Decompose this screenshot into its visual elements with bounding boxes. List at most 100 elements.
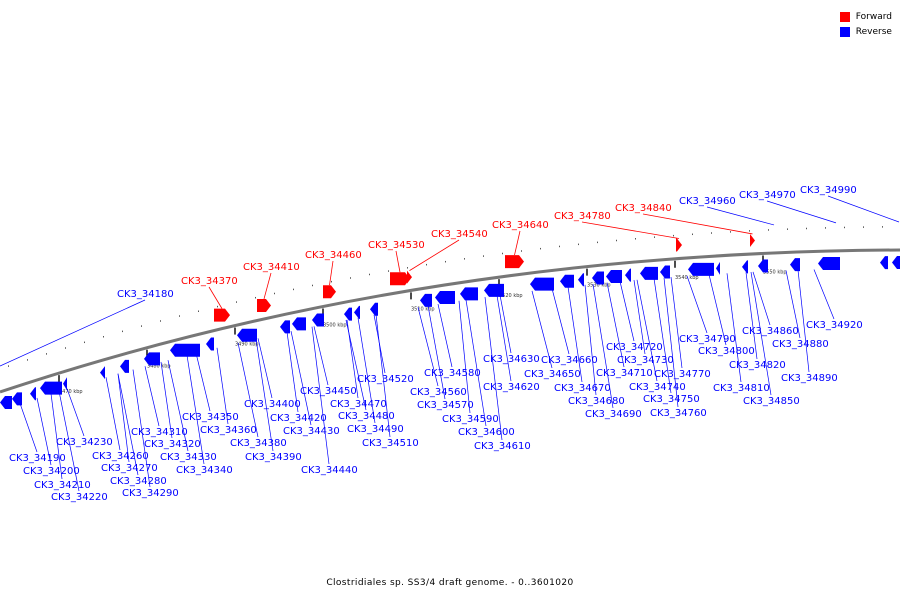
reverse-leader	[619, 281, 635, 342]
reverse-gene-label: CK3_34520	[357, 374, 414, 385]
reverse-gene	[560, 274, 574, 288]
reverse-gene-label: CK3_34720	[606, 342, 663, 353]
reverse-gene	[484, 283, 504, 297]
reverse-leader	[797, 269, 810, 373]
legend-reverse-label: Reverse	[855, 26, 892, 37]
reverse-gene-label: CK3_34380	[230, 438, 287, 449]
forward-gene-ck3-34640	[505, 255, 524, 269]
backbone-dot	[179, 315, 180, 317]
backbone-dot	[27, 359, 28, 361]
reverse-leader	[105, 377, 121, 451]
backbone-dot	[711, 232, 712, 234]
legend: Forward Reverse	[839, 9, 892, 39]
backbone-dot	[255, 296, 256, 299]
reverse-gene	[592, 271, 604, 285]
reverse-leader	[427, 305, 446, 400]
reverse-leader	[286, 331, 299, 413]
reverse-gene-label: CK3_34480	[338, 411, 395, 422]
forward-gene-label: CK3_34410	[243, 262, 300, 273]
reverse-leader	[290, 331, 312, 426]
reverse-gene	[716, 261, 720, 275]
forward-leader	[581, 221, 680, 239]
reverse-gene	[12, 392, 22, 406]
forward-gene-ck3-34840	[750, 233, 755, 247]
reverse-gene-label: CK3_34920	[806, 320, 863, 331]
reverse-gene-label: CK3_34630	[483, 354, 540, 365]
reverse-gene-label: CK3_34710	[596, 368, 653, 379]
reverse-gene-label: CK3_34560	[410, 387, 467, 398]
backbone-dot	[84, 341, 85, 344]
backbone-dot	[103, 336, 104, 338]
reverse-gene-label: CK3_34220	[51, 492, 108, 503]
reverse-gene	[892, 256, 900, 270]
backbone-dot	[578, 243, 579, 246]
backbone-dot	[863, 226, 864, 228]
reverse-gene-label: CK3_34340	[176, 465, 233, 476]
backbone-dot	[141, 325, 142, 327]
backbone-dot	[787, 228, 788, 230]
forward-gene-ck3-34410	[257, 298, 271, 312]
reverse-leader	[551, 288, 570, 355]
reverse-gene-label: CK3_34750	[643, 394, 700, 405]
reverse-gene-label: CK3_34660	[541, 355, 598, 366]
reverse-leader	[186, 355, 205, 465]
reverse-leader	[766, 200, 837, 224]
reverse-gene	[344, 307, 352, 321]
reverse-gene-label: CK3_34610	[474, 441, 531, 452]
backbone-dot	[293, 288, 294, 291]
reverse-gene-label: CK3_34390	[245, 452, 302, 463]
forward-gene-ck3-34460	[323, 285, 336, 299]
forward-leader	[208, 286, 223, 309]
reverse-gene-label: CK3_34670	[554, 383, 611, 394]
reverse-gene	[0, 396, 12, 410]
backbone-dot	[236, 301, 237, 303]
backbone-dot	[407, 267, 408, 269]
reverse-leader	[144, 366, 160, 427]
reverse-gene	[63, 377, 67, 391]
axis-tick-label: 3550 kbp	[763, 269, 787, 275]
forward-gene-label: CK3_34540	[431, 229, 488, 240]
backbone-dot	[388, 270, 389, 272]
reverse-leader	[132, 369, 151, 488]
reverse-gene-label: CK3_34890	[781, 373, 838, 384]
backbone-dot	[198, 310, 199, 312]
reverse-leader	[531, 290, 553, 369]
backbone-dot	[540, 247, 541, 250]
reverse-leader	[437, 303, 453, 368]
reverse-leader	[357, 317, 376, 424]
backbone-dot	[160, 320, 161, 322]
axis-ticks: 3470 kbp 3480 kbp 3490 kbp 3500 kbp 3510 kbp…	[58, 255, 787, 395]
reverse-leader	[686, 275, 708, 334]
reverse-gene-label: CK3_34970	[739, 190, 796, 201]
axis-tick-label: 3540 kbp	[675, 275, 699, 281]
reverse-gene	[688, 262, 714, 276]
reverse-gene	[818, 257, 840, 271]
forward-leader	[395, 250, 401, 273]
backbone-dot	[483, 255, 484, 257]
reverse-leader	[636, 279, 658, 382]
reverse-gene-label: CK3_34590	[442, 414, 499, 425]
reverse-leader	[50, 393, 63, 480]
reverse-leader	[458, 300, 471, 414]
backbone-dot	[464, 258, 465, 260]
backbone-dot	[369, 273, 370, 276]
forward-leader	[263, 272, 272, 300]
reverse-leader	[653, 278, 672, 394]
reverse-leader	[345, 319, 367, 411]
forward-leader	[514, 230, 521, 256]
reverse-gene-label: CK3_34190	[9, 453, 66, 464]
reverse-leader	[465, 299, 487, 427]
reverse-gene-label: CK3_34470	[330, 399, 387, 410]
reverse-gene-label: CK3_34730	[617, 355, 674, 366]
forward-gene-ck3-34540	[407, 270, 412, 284]
reverse-gene-label: CK3_34990	[800, 185, 857, 196]
reverse-leader	[592, 283, 614, 409]
reverse-gene-label: CK3_34810	[713, 383, 770, 394]
gene-features	[0, 233, 900, 410]
reverse-gene-label: CK3_34850	[743, 396, 800, 407]
reverse-leader	[255, 338, 274, 452]
reverse-leader	[663, 277, 679, 408]
backbone-dot	[331, 280, 332, 283]
backbone-dot	[597, 241, 598, 244]
backbone-dot	[350, 277, 351, 279]
